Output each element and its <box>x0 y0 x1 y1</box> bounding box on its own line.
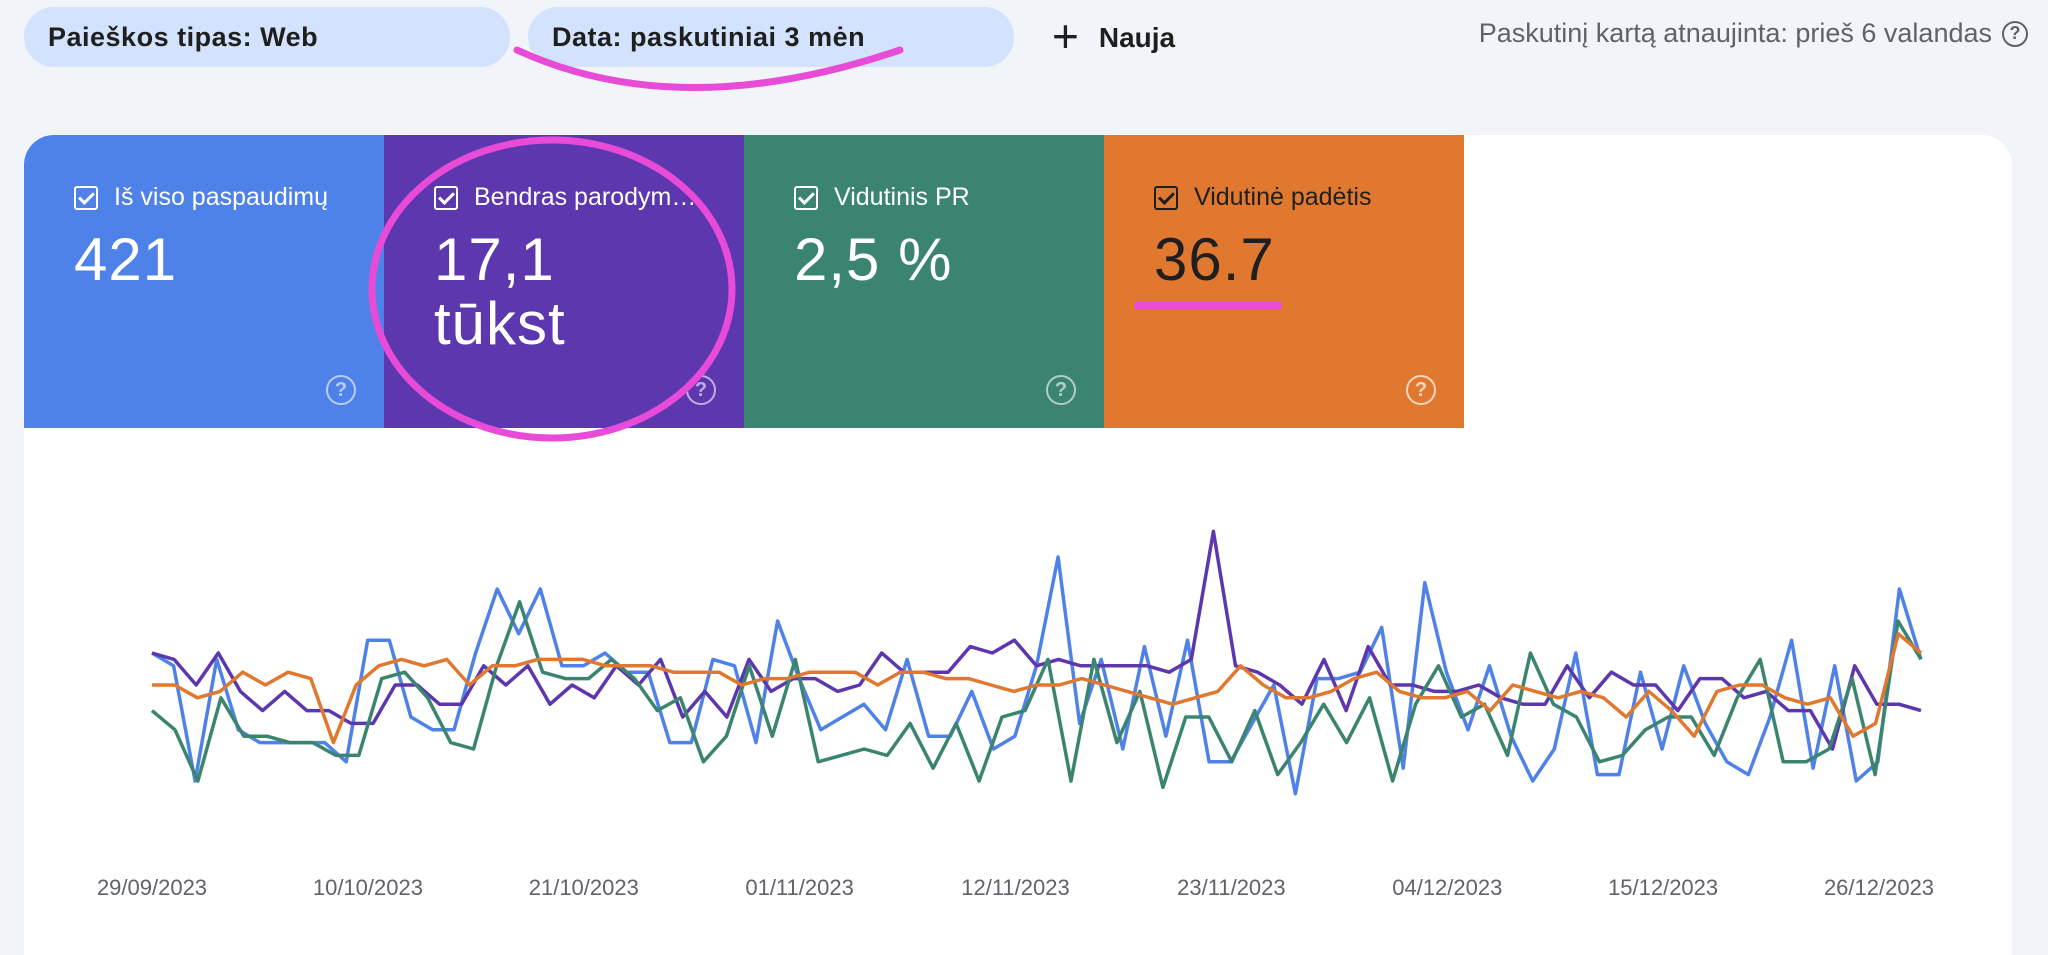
last-updated-text: Paskutinį kartą atnaujinta: prieš 6 vala… <box>1478 18 1992 48</box>
search-type-filter-label: Paieškos tipas: Web <box>48 21 319 52</box>
metric-value: 421 <box>74 226 178 293</box>
performance-card: Iš viso paspaudimų 421 ? Bendras parodym… <box>24 135 2012 955</box>
help-icon[interactable]: ? <box>1406 375 1436 405</box>
x-tick-label: 10/10/2023 <box>313 875 423 900</box>
x-tick-label: 23/11/2023 <box>1177 875 1285 900</box>
metric-value: 36.7 <box>1154 226 1275 293</box>
x-tick-label: 04/12/2023 <box>1392 875 1502 900</box>
x-tick-label: 21/10/2023 <box>529 875 639 900</box>
checkbox-icon[interactable] <box>1154 185 1178 210</box>
last-updated-info: Paskutinį kartą atnaujinta: prieš 6 vala… <box>1479 18 2028 49</box>
date-filter-chip[interactable]: Data: paskutiniai 3 mėn <box>528 7 1014 67</box>
help-icon[interactable]: ? <box>1046 375 1076 405</box>
x-tick-label: 29/09/2023 <box>97 875 207 900</box>
series-line-1 <box>151 529 1922 751</box>
series-line-3 <box>152 632 1923 745</box>
performance-line-chart: 29/09/2023 10/10/2023 21/10/2023 01/11/2023… <box>97 529 1934 900</box>
search-type-filter-chip[interactable]: Paieškos tipas: Web <box>24 7 510 67</box>
plus-icon: + <box>1052 10 1079 62</box>
checkbox-icon[interactable] <box>794 185 818 210</box>
checkbox-icon[interactable] <box>74 185 98 210</box>
new-filter-label: Nauja <box>1098 22 1176 53</box>
x-tick-label: 01/11/2023 <box>745 875 853 900</box>
metric-label: Vidutinis PR <box>834 183 970 211</box>
x-tick-label: 26/12/2023 <box>1824 875 1934 900</box>
series-line-2 <box>150 600 1923 790</box>
metric-value: 2,5 % <box>794 226 953 293</box>
help-icon[interactable]: ? <box>2002 20 2028 47</box>
series-line-0 <box>151 555 1923 796</box>
metric-tile-clicks[interactable]: Iš viso paspaudimų 421 ? <box>24 135 384 428</box>
metric-tile-position[interactable]: Vidutinė padėtis 36.7 ? <box>1104 135 1464 428</box>
metric-label: Iš viso paspaudimų <box>114 183 329 211</box>
help-icon[interactable]: ? <box>326 375 356 405</box>
new-filter-button[interactable]: + Nauja <box>1052 13 1175 63</box>
x-tick-label: 12/11/2023 <box>961 875 1069 900</box>
x-tick-label: 15/12/2023 <box>1608 875 1718 900</box>
metric-label: Vidutinė padėtis <box>1194 183 1372 211</box>
metric-tile-ctr[interactable]: Vidutinis PR 2,5 % ? <box>744 135 1104 428</box>
date-filter-label: Data: paskutiniai 3 mėn <box>552 21 866 52</box>
